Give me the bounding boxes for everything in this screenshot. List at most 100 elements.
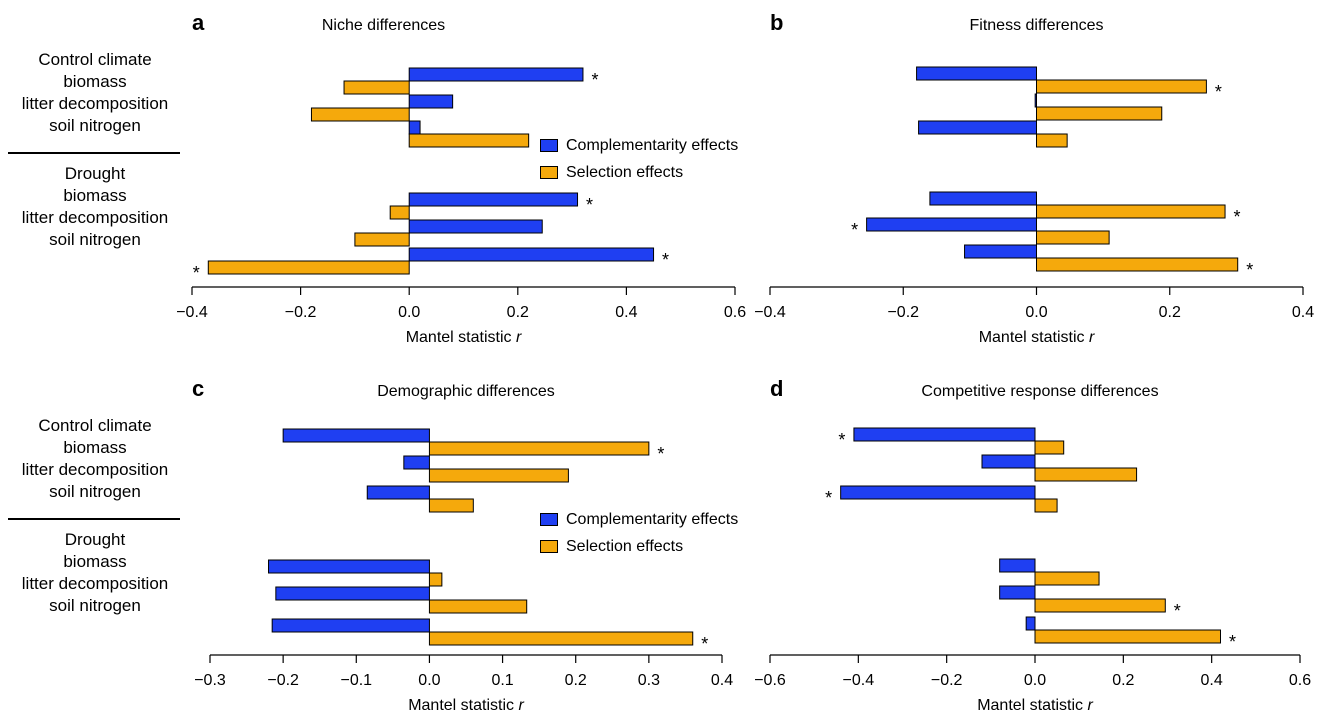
x-tick-label: −0.4 [754, 304, 786, 321]
selection-bar [428, 468, 569, 483]
selection-bar [1036, 133, 1068, 148]
selection-bar [1034, 498, 1058, 513]
panel-title: Fitness differences [970, 17, 1104, 34]
complementarity-bar [275, 586, 430, 601]
complementarity-bar [268, 559, 430, 574]
x-tick-label: −0.4 [176, 304, 208, 321]
complementarity-bar [999, 585, 1036, 600]
complementarity-bar [408, 219, 543, 234]
x-axis-label-variable: r [1087, 697, 1093, 714]
row-label-group: Control climate [38, 416, 152, 435]
legend-swatch-selection [540, 540, 558, 553]
x-tick-label: −0.4 [843, 672, 875, 689]
complementarity-bar [1034, 93, 1037, 108]
row-label-item: biomass [63, 438, 127, 457]
x-tick-label: 0.4 [711, 672, 733, 689]
legend-top: Complementarity effects Selection effect… [540, 132, 738, 186]
selection-bar [1034, 467, 1138, 482]
legend-entry-complementarity: Complementarity effects [540, 506, 738, 533]
x-tick-label: 0.0 [418, 672, 440, 689]
x-tick-label: 0.6 [724, 304, 746, 321]
chart-panel-c: c Demographic differences −0.3 −0.2 −0.1 0.0 0… [192, 376, 733, 714]
selection-bar [1034, 629, 1221, 644]
panel-title: Niche differences [322, 17, 445, 34]
significance-asterisk: * [1229, 632, 1236, 652]
legend-swatch-selection [540, 166, 558, 179]
significance-asterisk: * [586, 195, 593, 215]
row-label-item: litter decomposition [21, 208, 169, 227]
row-label-item: biomass [63, 72, 127, 91]
complementarity-bar [282, 428, 430, 443]
significance-asterisk: * [1246, 260, 1253, 280]
complementarity-bar [408, 247, 655, 262]
row-divider [8, 518, 180, 520]
significance-asterisk: * [838, 430, 845, 450]
significance-asterisk: * [1215, 82, 1222, 102]
selection-bar [389, 205, 410, 220]
legend-swatch-complementarity [540, 139, 558, 152]
complementarity-bar [408, 67, 584, 82]
complementarity-bar [408, 94, 454, 109]
complementarity-bar [366, 485, 430, 500]
complementarity-bar [999, 558, 1036, 573]
x-tick-label: 0.3 [638, 672, 660, 689]
x-tick-label: −0.1 [340, 672, 372, 689]
row-label-group: Control climate [38, 50, 152, 69]
significance-asterisk: * [193, 263, 200, 283]
complementarity-bar [918, 120, 1037, 135]
row-labels-bottom: Control climate biomass litter decomposi… [0, 415, 190, 503]
selection-bar [428, 631, 694, 646]
x-axis-label: Mantel statistic r [408, 697, 524, 714]
complementarity-bar [840, 485, 1036, 500]
selection-bar [428, 572, 443, 587]
complementarity-bar [866, 217, 1038, 232]
complementarity-bar [916, 66, 1038, 81]
complementarity-bar [1025, 616, 1036, 631]
x-tick-label: 0.4 [1201, 672, 1223, 689]
legend-label-selection: Selection effects [566, 163, 684, 181]
selection-bar [1036, 204, 1226, 219]
selection-bar [1036, 257, 1239, 272]
row-label-item: soil nitrogen [49, 596, 141, 615]
legend-label-selection: Selection effects [566, 537, 684, 555]
row-label-item: soil nitrogen [49, 116, 141, 135]
significance-asterisk: * [1234, 207, 1241, 227]
complementarity-bar [981, 454, 1036, 469]
row-label-item: biomass [63, 552, 127, 571]
row-label-group: Drought [64, 164, 126, 183]
x-tick-label: 0.4 [615, 304, 637, 321]
x-axis-label: Mantel statistic r [406, 329, 522, 346]
complementarity-bar [408, 120, 421, 135]
row-label-item: soil nitrogen [49, 482, 141, 501]
selection-bar [428, 599, 528, 614]
x-tick-label: 0.1 [491, 672, 513, 689]
selection-bar [310, 107, 410, 122]
selection-bar [1034, 598, 1166, 613]
x-axis-label-variable: r [516, 329, 522, 346]
legend-label-complementarity: Complementarity effects [566, 510, 739, 528]
panel-title: Demographic differences [377, 383, 555, 400]
legend-entry-selection: Selection effects [540, 159, 738, 186]
x-tick-label: 0.6 [1289, 672, 1311, 689]
row-label-item: soil nitrogen [49, 230, 141, 249]
legend-entry-selection: Selection effects [540, 533, 738, 560]
x-axis-label-variable: r [518, 697, 524, 714]
x-tick-label: −0.2 [887, 304, 919, 321]
selection-bar [1034, 440, 1065, 455]
x-tick-label: −0.6 [754, 672, 786, 689]
selection-bar [343, 80, 410, 95]
x-axis-label: Mantel statistic r [979, 329, 1095, 346]
selection-bar [1034, 571, 1100, 586]
row-label-item: biomass [63, 186, 127, 205]
row-label-item: litter decomposition [21, 94, 169, 113]
selection-bar [207, 260, 410, 275]
selection-bar [428, 498, 474, 513]
selection-bar [354, 232, 410, 247]
x-tick-label: 0.0 [1024, 672, 1046, 689]
complementarity-bar [964, 244, 1037, 259]
significance-asterisk: * [662, 250, 669, 270]
row-labels-bottom-drought: Drought biomass litter decomposition soi… [0, 529, 190, 617]
legend-bottom: Complementarity effects Selection effect… [540, 506, 738, 560]
panel-letter: b [770, 10, 783, 35]
